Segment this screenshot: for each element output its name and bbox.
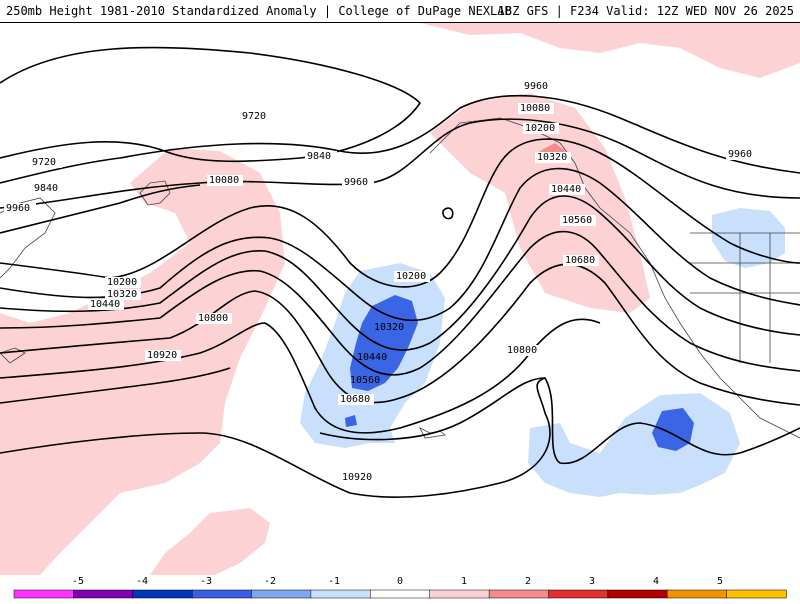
contour-label: 10200 [107, 277, 137, 288]
contour-label: 10320 [537, 152, 567, 163]
colorbar-ticks: -5 -4 -3 -2 -1 0 1 2 3 4 5 [72, 576, 723, 587]
contour-label: 9960 [6, 203, 30, 214]
colorbar-tick: 4 [653, 576, 659, 587]
colorbar-tick: -4 [136, 576, 148, 587]
map-title: 250mb Height 1981-2010 Standardized Anom… [6, 4, 512, 18]
contour-label: 10320 [107, 289, 137, 300]
colorbar-tick: 5 [717, 576, 723, 587]
contour-label: 9960 [344, 177, 368, 188]
contour-label: 9720 [32, 157, 56, 168]
contour-label: 10440 [357, 352, 387, 363]
colorbar-swatch [310, 589, 372, 599]
contour-label: 10920 [147, 350, 177, 361]
contour-label: 10200 [396, 271, 426, 282]
colorbar-swatch [726, 589, 787, 599]
colorbar-swatch [13, 589, 75, 599]
colorbar-swatch [132, 589, 193, 599]
map-canvas: 9960 10080 10200 10320 10440 10560 10680… [0, 23, 800, 575]
anomaly-map: 9960 10080 10200 10320 10440 10560 10680… [0, 23, 800, 575]
contour-label: 10680 [340, 394, 370, 405]
colorbar-tick: -5 [72, 576, 84, 587]
contour-label: 10560 [350, 375, 380, 386]
anomaly-colorbar: -5 -4 -3 -2 -1 0 1 2 3 4 5 [0, 576, 800, 600]
contour-label: 9720 [242, 111, 266, 122]
contour-label: 10200 [525, 123, 555, 134]
contour-label: 9960 [728, 149, 752, 160]
contour-label: 10440 [551, 184, 581, 195]
colorbar-swatch [548, 589, 609, 599]
colorbar-swatch [251, 589, 312, 599]
contour-label: 10800 [507, 345, 537, 356]
colorbar-swatch [73, 589, 134, 599]
contour-label: 10080 [520, 103, 550, 114]
colorbar-tick: 3 [589, 576, 595, 587]
colorbar-swatch [370, 589, 431, 599]
colorbar-tick: -3 [200, 576, 212, 587]
contour-labels: 9960 10080 10200 10320 10440 10560 10680… [4, 81, 758, 483]
contour-label: 10800 [198, 313, 228, 324]
contour-label: 10080 [209, 175, 239, 186]
contour-label: 10320 [374, 322, 404, 333]
contour-label: 10920 [342, 472, 372, 483]
colorbar-tick: 0 [397, 576, 403, 587]
colorbar-swatch [488, 589, 550, 599]
contour-label: 10680 [565, 255, 595, 266]
colorbar-swatches [13, 589, 787, 599]
colorbar-tick: 2 [525, 576, 531, 587]
colorbar-canvas: -5 -4 -3 -2 -1 0 1 2 3 4 5 [13, 576, 787, 599]
colorbar-swatch [666, 589, 728, 599]
colorbar-tick: 1 [461, 576, 467, 587]
contour-label: 9960 [524, 81, 548, 92]
contour-label: 9840 [34, 183, 58, 194]
colorbar-swatch [429, 589, 490, 599]
colorbar-tick: -1 [328, 576, 340, 587]
colorbar-swatch [191, 589, 253, 599]
colorbar-tick: -2 [264, 576, 276, 587]
model-run-info: 18Z GFS | F234 Valid: 12Z WED NOV 26 202… [497, 4, 794, 18]
colorbar-swatch [607, 589, 668, 599]
contour-label: 10440 [90, 299, 120, 310]
map-header: 250mb Height 1981-2010 Standardized Anom… [0, 0, 800, 23]
contour-label: 10560 [562, 215, 592, 226]
contour-label: 9840 [307, 151, 331, 162]
